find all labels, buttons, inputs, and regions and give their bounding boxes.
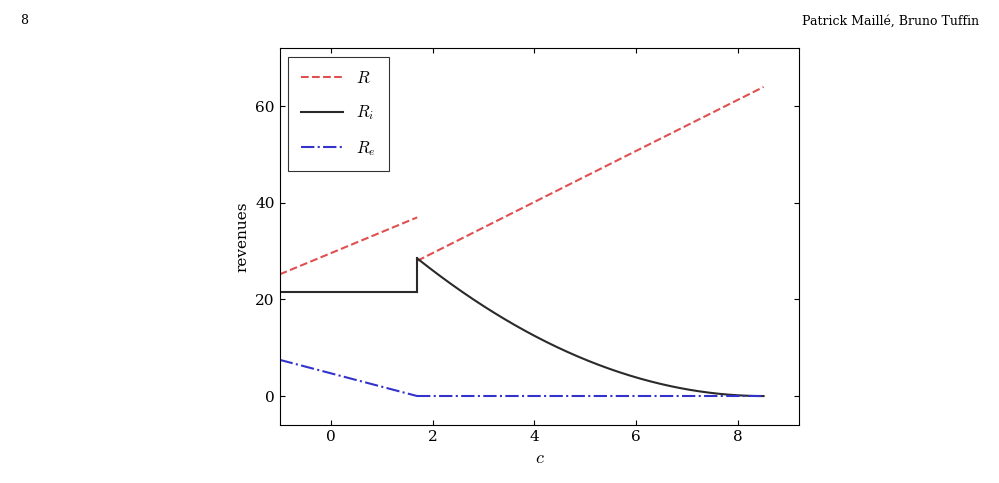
Legend: $R$, $R_i$, $R_e$: $R$, $R_i$, $R_e$ — [288, 57, 390, 171]
Text: 8: 8 — [20, 14, 28, 28]
X-axis label: $c$: $c$ — [534, 450, 544, 468]
Text: Patrick Maillé, Bruno Tuffin: Patrick Maillé, Bruno Tuffin — [802, 14, 979, 28]
Y-axis label: revenues: revenues — [236, 201, 250, 272]
